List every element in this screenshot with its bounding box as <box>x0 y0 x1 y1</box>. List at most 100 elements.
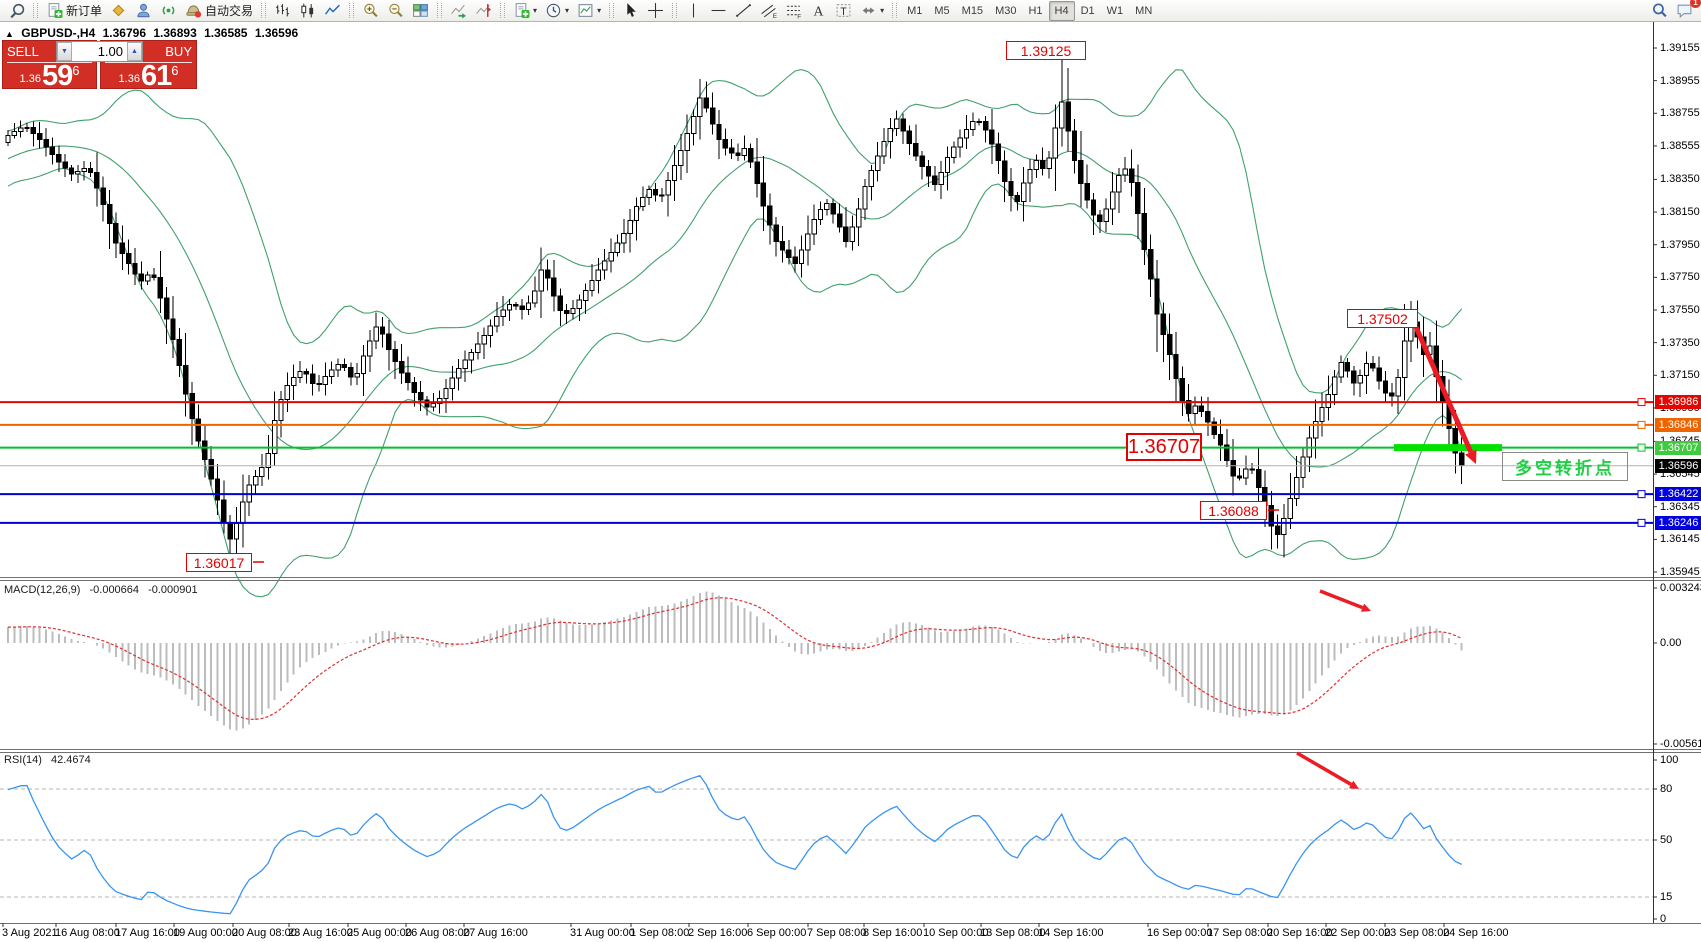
candle-body <box>1281 518 1287 536</box>
time-axis-label: 14 Sep 16:00 <box>1038 927 1104 939</box>
candle-body <box>640 197 646 208</box>
text-label-button[interactable]: T <box>831 0 856 22</box>
candle-body <box>843 226 849 242</box>
auto-scroll-button[interactable] <box>446 0 471 22</box>
tf-h1[interactable]: H1 <box>1022 1 1048 21</box>
time-axis-label: 22 Sep 00:00 <box>1325 927 1391 939</box>
zoom-in-button[interactable] <box>358 0 383 22</box>
rsi-name: RSI(14) <box>4 754 42 766</box>
tile-windows-button[interactable] <box>408 0 433 22</box>
price-annotation-label[interactable]: 1.36707 <box>1126 433 1202 461</box>
dropdown-caret-icon: ▾ <box>880 6 885 15</box>
rsi-line <box>7 774 1462 915</box>
candle-body <box>1433 345 1439 377</box>
search-button[interactable] <box>1647 0 1672 22</box>
candle-body <box>1401 340 1408 378</box>
line-handle[interactable] <box>1637 420 1646 429</box>
trend-arrow[interactable] <box>1319 589 1364 610</box>
time-axis-label: 16 Sep 00:00 <box>1147 927 1213 939</box>
candlestick-chart-button[interactable] <box>295 0 320 22</box>
tf-d1-label: D1 <box>1080 4 1095 17</box>
candle-body <box>5 134 11 143</box>
line-handle[interactable] <box>1637 398 1646 407</box>
candle-body <box>176 339 183 366</box>
channel-button[interactable]: E <box>756 0 781 22</box>
candle-body <box>735 152 741 157</box>
trend-arrow[interactable] <box>1409 316 1474 454</box>
crosshair-button[interactable] <box>643 0 668 22</box>
candle-body <box>1332 376 1338 395</box>
current-price-badge: 1.36596 <box>1655 458 1701 473</box>
market-watch-button[interactable] <box>131 0 156 22</box>
profiles-button[interactable] <box>106 0 131 22</box>
candle-body <box>1103 208 1109 222</box>
trendline-button[interactable] <box>731 0 756 22</box>
rsi-value: 42.4674 <box>50 754 91 766</box>
tf-w1[interactable]: W1 <box>1101 1 1130 21</box>
zoom-out-button[interactable] <box>383 0 408 22</box>
collapse-one-click-icon[interactable]: ▲ <box>5 29 14 39</box>
tf-mn[interactable]: MN <box>1129 1 1158 21</box>
candle-body <box>87 167 94 174</box>
candle-body <box>817 208 824 220</box>
tf-d1[interactable]: D1 <box>1075 1 1101 21</box>
line-handle[interactable] <box>1637 518 1646 527</box>
candle-body <box>1268 505 1274 527</box>
tf-m5[interactable]: M5 <box>928 1 955 21</box>
vertical-line-button[interactable] <box>681 0 706 22</box>
tf-m15[interactable]: M15 <box>956 1 989 21</box>
trend-arrow-head <box>1360 603 1371 612</box>
chat-button[interactable]: 1 <box>1672 0 1701 22</box>
new-order-button[interactable]: 新订单 <box>42 0 106 22</box>
candle-body <box>1274 525 1281 536</box>
one-click-trading-panel: SELL 1.36 59 6 BUY 1.36 61 6 ▼ ▲ <box>2 40 197 91</box>
tf-h4[interactable]: H4 <box>1048 0 1075 21</box>
volume-up-button[interactable]: ▲ <box>127 42 142 61</box>
chart-shift-button[interactable] <box>471 0 496 22</box>
line-handle[interactable] <box>1637 443 1646 452</box>
candle-body <box>602 260 608 271</box>
price-level-badge: 1.36707 <box>1655 440 1701 455</box>
trend-arrow[interactable] <box>1296 751 1353 786</box>
sell-label: SELL <box>7 41 92 63</box>
window-icon[interactable] <box>4 0 29 22</box>
toolbar-separator <box>892 3 898 18</box>
tf-m30[interactable]: M30 <box>989 1 1022 21</box>
price-annotation-label[interactable]: 1.36017 <box>186 553 252 572</box>
tf-m1[interactable]: M1 <box>901 1 928 21</box>
candle-body <box>100 187 106 205</box>
candle-body <box>824 203 830 210</box>
templates-button[interactable]: ▾ <box>573 0 605 22</box>
cursor-button[interactable] <box>618 0 643 22</box>
turning-point-note[interactable]: 多空转折点 <box>1502 452 1628 481</box>
price-annotation-label[interactable]: 1.36088 <box>1200 501 1267 520</box>
volume-input[interactable] <box>72 42 127 61</box>
zoom-in-button-icon <box>362 2 379 19</box>
text-button[interactable]: A <box>806 0 831 22</box>
arrows-button[interactable]: ▾ <box>856 0 888 22</box>
fibonacci-button[interactable]: F <box>781 0 806 22</box>
horizontal-line-button[interactable] <box>706 0 731 22</box>
volume-down-button[interactable]: ▼ <box>57 42 72 61</box>
signals-button[interactable] <box>156 0 181 22</box>
toolbar-separator <box>437 3 443 18</box>
chart-symbol: GBPUSD-,H4 <box>21 26 96 40</box>
indicator-axis-label: 100 <box>1660 754 1679 766</box>
price-annotation-label[interactable]: 1.37502 <box>1347 309 1418 328</box>
bar-chart-button-icon <box>274 2 291 19</box>
time-axis-label: 13 Sep 08:00 <box>980 927 1046 939</box>
auto-trading-button[interactable]: 自动交易 <box>181 0 257 22</box>
time-axis-label: 1 Sep 08:00 <box>630 927 690 939</box>
candle-body <box>360 355 367 374</box>
candle-body <box>519 305 525 311</box>
line-handle[interactable] <box>1637 490 1646 499</box>
price-annotation-label[interactable]: 1.39125 <box>1006 41 1086 60</box>
time-axis-label: 25 Aug 00:00 <box>347 927 412 939</box>
window-icon-icon <box>8 2 25 19</box>
candle-body <box>500 309 506 318</box>
new-chart-button[interactable]: ▾ <box>509 0 541 22</box>
line-chart-button[interactable] <box>320 0 345 22</box>
bar-chart-button[interactable] <box>270 0 295 22</box>
periods-button[interactable]: ▾ <box>541 0 573 22</box>
